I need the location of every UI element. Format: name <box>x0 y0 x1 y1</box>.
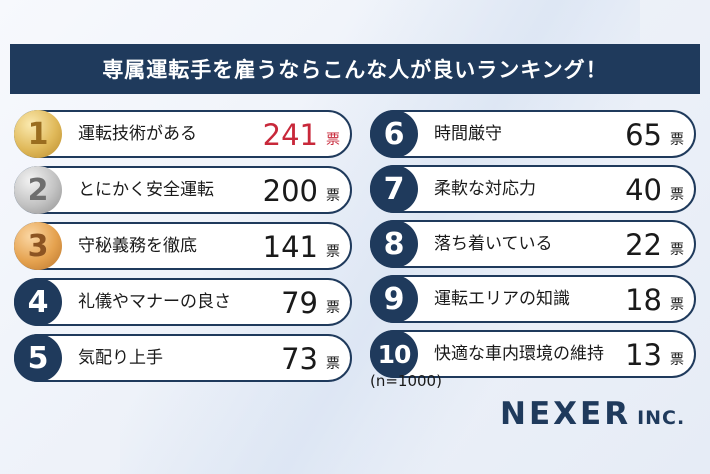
vote-unit: 票 <box>670 187 684 203</box>
rank-badge: 7 <box>370 165 418 213</box>
vote-count: 18 <box>625 283 662 317</box>
item-label: 快適な車内環境の維持 <box>434 344 604 364</box>
rank-badge: 9 <box>370 275 418 323</box>
vote-unit: 票 <box>326 300 340 316</box>
item-label: 柔軟な対応力 <box>434 179 536 199</box>
rank-badge: 10 <box>370 330 418 378</box>
title-banner: 専属運転手を雇うならこんな人が良いランキング！ <box>10 44 700 94</box>
vote-unit: 票 <box>670 297 684 313</box>
vote-unit: 票 <box>326 356 340 372</box>
item-label: 守秘義務を徹底 <box>78 236 197 256</box>
vote-unit: 票 <box>670 132 684 148</box>
item-label: 運転技術がある <box>78 124 197 144</box>
vote-unit: 票 <box>670 352 684 368</box>
ranking-item-7: 7 柔軟な対応力 40 票 <box>370 165 696 213</box>
ranking-item-2: 2 とにかく安全運転 200 票 <box>14 166 352 214</box>
rank-badge: 6 <box>370 110 418 158</box>
vote-count: 40 <box>625 173 662 207</box>
ranking-item-4: 4 礼儀やマナーの良さ 79 票 <box>14 278 352 326</box>
ranking-item-3: 3 守秘義務を徹底 141 票 <box>14 222 352 270</box>
vote-count: 73 <box>281 342 318 376</box>
vote-unit: 票 <box>326 188 340 204</box>
vote-count: 65 <box>625 118 662 152</box>
company-logo: NEXER INC. <box>500 396 685 432</box>
ranking-item-8: 8 落ち着いている 22 票 <box>370 220 696 268</box>
vote-unit: 票 <box>670 242 684 258</box>
item-label: 礼儀やマナーの良さ <box>78 292 231 312</box>
ranking-item-1: 1 運転技術がある 241 票 <box>14 110 352 158</box>
rank-badge: 4 <box>14 278 62 326</box>
vote-unit: 票 <box>326 244 340 260</box>
rank-badge: 1 <box>14 110 62 158</box>
ranking-item-9: 9 運転エリアの知識 18 票 <box>370 275 696 323</box>
vote-count: 13 <box>625 338 662 372</box>
vote-count: 200 <box>262 174 318 208</box>
vote-count: 241 <box>262 118 318 152</box>
vote-count: 79 <box>281 286 318 320</box>
rank-badge: 8 <box>370 220 418 268</box>
ranking-item-6: 6 時間厳守 65 票 <box>370 110 696 158</box>
ranking-item-5: 5 気配り上手 73 票 <box>14 334 352 382</box>
vote-count: 141 <box>262 230 318 264</box>
item-label: 時間厳守 <box>434 124 502 144</box>
ranking-item-10: 10 快適な車内環境の維持 13 票 <box>370 330 696 378</box>
logo-main: NEXER <box>500 396 632 432</box>
item-label: 運転エリアの知識 <box>434 289 570 309</box>
vote-unit: 票 <box>326 132 340 148</box>
item-label: 落ち着いている <box>434 234 553 254</box>
item-label: とにかく安全運転 <box>78 180 214 200</box>
rank-badge: 5 <box>14 334 62 382</box>
item-label: 気配り上手 <box>78 348 163 368</box>
vote-count: 22 <box>625 228 662 262</box>
logo-sub: INC. <box>637 407 686 429</box>
rank-badge: 3 <box>14 222 62 270</box>
sample-size-note: (n=1000) <box>370 372 442 390</box>
rank-badge: 2 <box>14 166 62 214</box>
page-title: 専属運転手を雇うならこんな人が良いランキング！ <box>102 58 608 82</box>
